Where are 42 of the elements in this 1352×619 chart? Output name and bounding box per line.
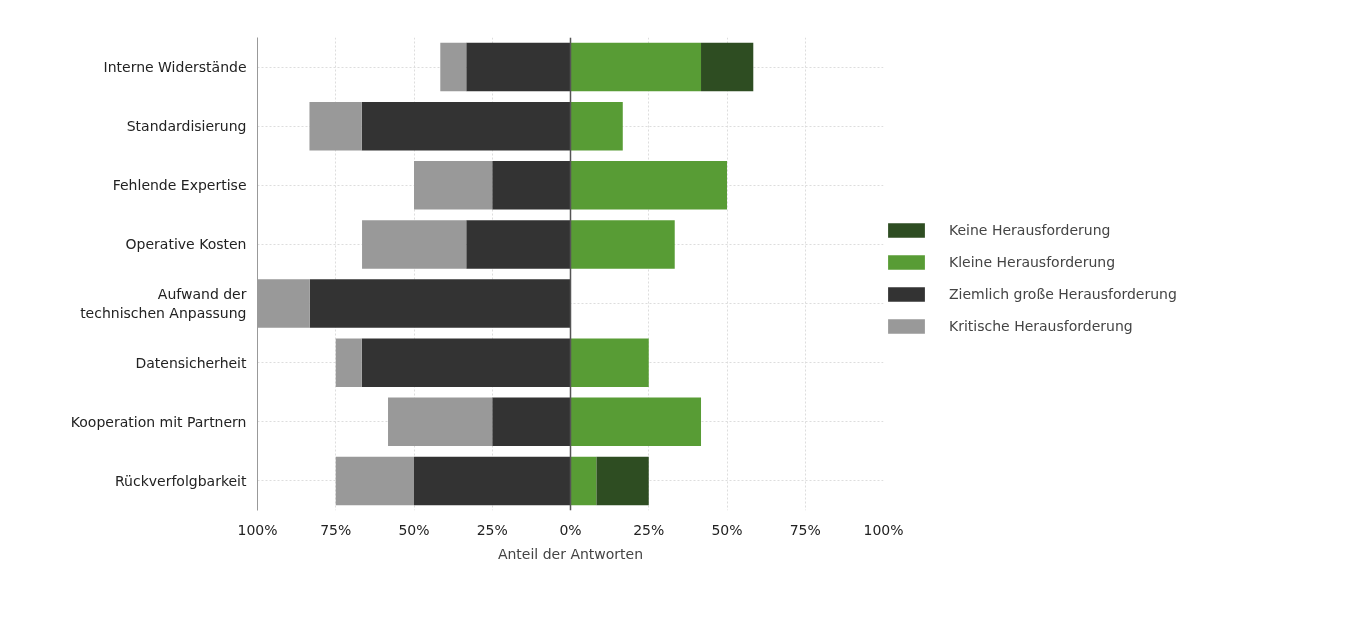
- bar: [492, 397, 571, 447]
- y-tick-label: Datensicherheit: [135, 354, 248, 371]
- bar: [335, 456, 414, 506]
- x-tick-label: 25%: [476, 521, 508, 538]
- x-tick-label: 75%: [320, 521, 352, 538]
- bar: [466, 42, 571, 92]
- bar: [309, 279, 571, 328]
- x-tick-label: 50%: [398, 521, 430, 538]
- x-tick-label: 25%: [633, 521, 665, 538]
- legend-label: Ziemlich große Herausforderung: [949, 286, 1177, 302]
- y-tick-label: Fehlende Expertise: [112, 177, 247, 194]
- bar: [466, 220, 571, 269]
- y-tick-label: Standardisierung: [126, 118, 247, 135]
- x-tick-label: 100%: [237, 521, 278, 538]
- x-tick-label: 50%: [711, 521, 743, 538]
- bar: [361, 101, 571, 151]
- x-tick-label: 0%: [559, 521, 582, 538]
- bar: [362, 220, 467, 269]
- bar: [570, 220, 675, 269]
- x-tick-label: 75%: [789, 521, 821, 538]
- y-tick-label: Rückverfolgbarkeit: [114, 472, 248, 489]
- legend-label: Kritische Herausforderung: [949, 318, 1133, 334]
- y-tick-label: Interne Widerstände: [103, 59, 247, 76]
- bar: [570, 101, 623, 151]
- bar: [570, 161, 727, 210]
- legend-label: Kleine Herausforderung: [949, 254, 1116, 270]
- bar: [570, 397, 702, 447]
- y-tick-label: Kooperation mit Partnern: [70, 413, 247, 430]
- bar: [414, 456, 571, 506]
- bar: [388, 397, 493, 447]
- y-tick-label: Aufwand der technischen Anpassung: [80, 285, 247, 322]
- bar: [492, 161, 571, 210]
- legend-label: Keine Herausforderung: [949, 222, 1111, 238]
- bar: [570, 338, 649, 387]
- x-tick-label: 100%: [863, 521, 904, 538]
- bar: [414, 161, 493, 210]
- y-tick-label: Operative Kosten: [125, 236, 247, 253]
- bar: [361, 338, 571, 387]
- x-axis-title: Anteil der Antworten: [497, 545, 644, 562]
- bar: [335, 338, 362, 387]
- bar: [309, 101, 362, 151]
- bar: [440, 42, 467, 92]
